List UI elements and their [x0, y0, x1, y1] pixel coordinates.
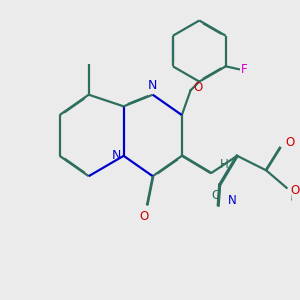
Text: F: F	[242, 63, 248, 76]
Text: N: N	[148, 80, 158, 92]
Text: N: N	[227, 194, 236, 207]
Text: O: O	[291, 184, 300, 197]
Text: O: O	[285, 136, 294, 149]
Text: O: O	[193, 81, 203, 94]
Text: H: H	[220, 158, 228, 171]
Text: C: C	[211, 189, 219, 202]
Text: O: O	[140, 210, 148, 224]
Text: N: N	[112, 149, 121, 162]
